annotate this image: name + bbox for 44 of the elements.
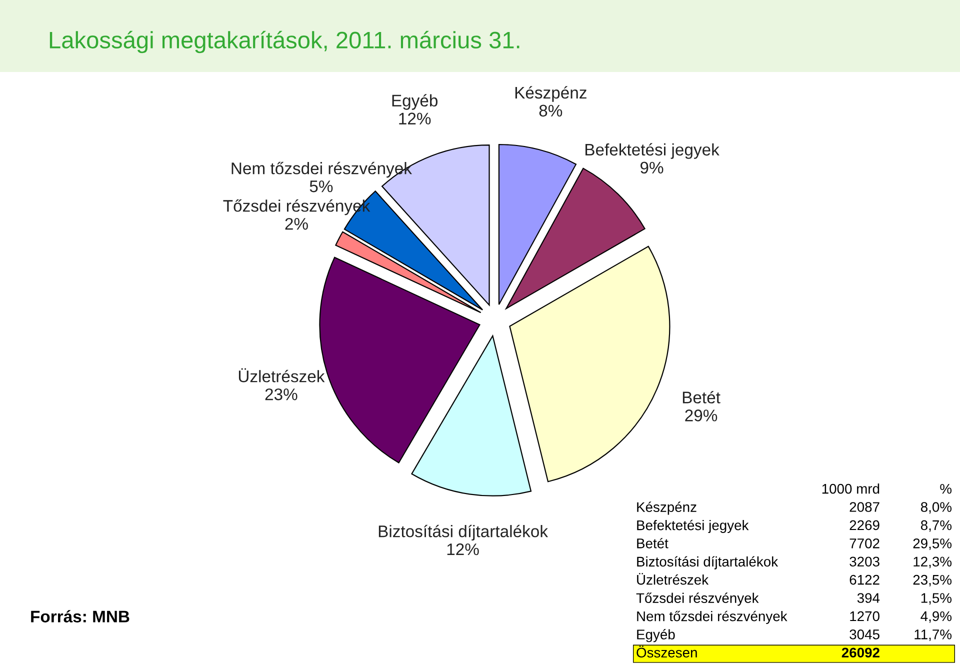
text: 29,5% bbox=[913, 538, 952, 550]
data-label: 29% bbox=[685, 410, 718, 422]
data-label: 23% bbox=[265, 388, 298, 400]
text: 26092 bbox=[842, 648, 880, 658]
slice-label: Betét bbox=[682, 390, 720, 404]
category-label: Nem tőzsdei részvények bbox=[637, 610, 788, 624]
category-label: Befektetési jegyek bbox=[637, 520, 749, 533]
slice-label: Készpénz bbox=[515, 86, 586, 102]
slice-label: Üzletrészek bbox=[238, 368, 325, 382]
slice-label: Biztosítási díjtartalékok bbox=[378, 524, 548, 541]
category-label: Üzletrészek bbox=[637, 572, 709, 585]
text: 2087 bbox=[850, 502, 880, 512]
data-label: 12% bbox=[399, 112, 431, 124]
chart-title: Lakossági megtakarítások, 2011. március 31. bbox=[50, 30, 520, 54]
category-label: Egyéb bbox=[637, 629, 675, 642]
text: 11,7% bbox=[914, 630, 952, 641]
data-label: 2% bbox=[285, 218, 308, 230]
text: 1270 bbox=[850, 611, 880, 622]
text: 6122 bbox=[850, 574, 880, 585]
text: Forrás: MNB bbox=[31, 610, 130, 622]
data-label: 12% bbox=[447, 543, 479, 556]
text: 23,5% bbox=[913, 574, 952, 586]
text: 3203 bbox=[850, 556, 880, 567]
text: 4,9% bbox=[920, 611, 952, 623]
text: 1,5% bbox=[921, 593, 952, 605]
text: 394 bbox=[857, 593, 880, 603]
text: 1000 mrd bbox=[822, 484, 880, 494]
slice-label: Befektetési jegyek bbox=[586, 143, 720, 159]
slice-label: Betét bbox=[637, 538, 668, 548]
text: 12,3% bbox=[914, 556, 952, 568]
category-label: Készpénz bbox=[637, 502, 696, 515]
data-label: 9% bbox=[640, 162, 664, 174]
text: % bbox=[940, 484, 952, 494]
text: 7702 bbox=[850, 538, 880, 548]
category-label: Biztosítási díjtartalékok bbox=[637, 556, 778, 570]
text: Összesen bbox=[636, 646, 697, 658]
text: 8,7% bbox=[920, 520, 952, 532]
slice-label: Egyéb bbox=[392, 94, 438, 110]
data-label: 5% bbox=[310, 180, 333, 192]
data-label: 8% bbox=[539, 104, 562, 117]
text: 8,0% bbox=[920, 502, 952, 514]
text: 3045 bbox=[850, 629, 880, 640]
text: 2269 bbox=[850, 520, 880, 530]
category-label: Tőzsdei részvények bbox=[636, 592, 759, 606]
